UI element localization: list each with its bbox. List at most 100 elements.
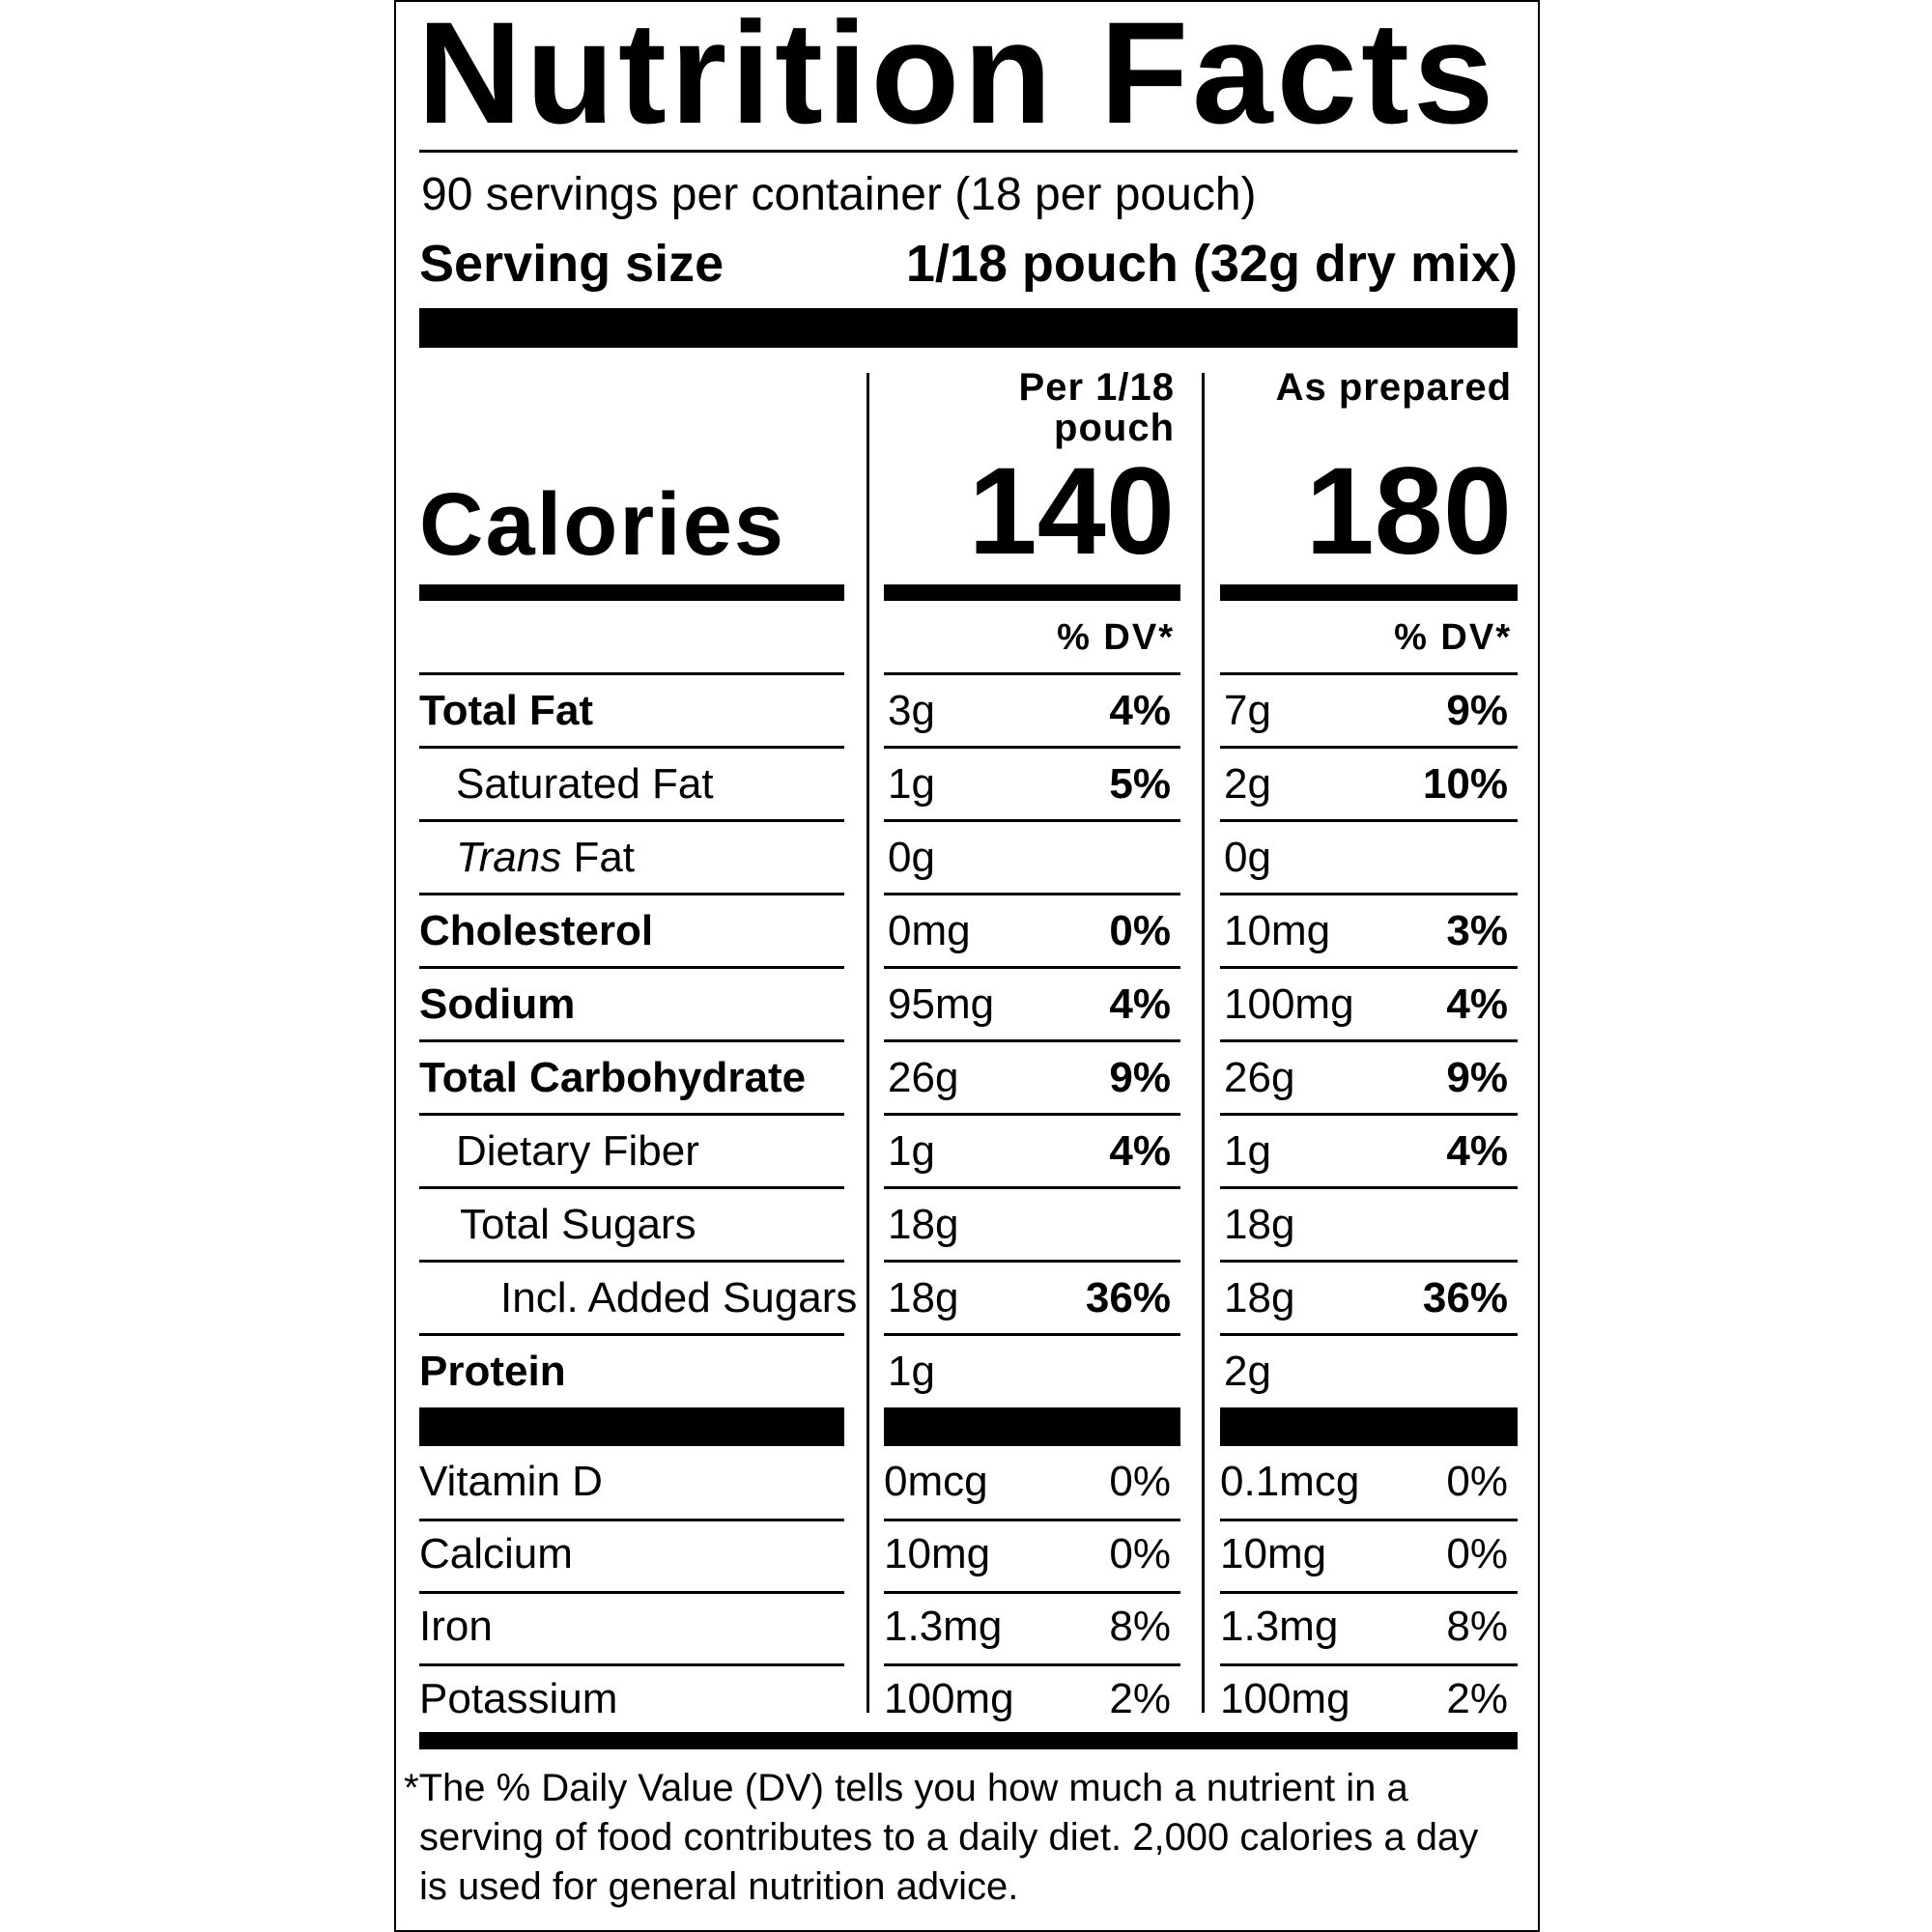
column-header: As prepared bbox=[1275, 366, 1512, 409]
rule bbox=[1220, 1186, 1518, 1189]
calories-value: 180 bbox=[1305, 442, 1512, 581]
rule bbox=[884, 819, 1180, 822]
rule bbox=[419, 1663, 844, 1666]
amount: 100mg bbox=[1224, 980, 1354, 1028]
daily-value: 0% bbox=[1446, 1529, 1508, 1577]
nutrient-name-italic: Trans bbox=[456, 833, 562, 881]
amount: 1.3mg bbox=[884, 1602, 1003, 1650]
daily-value: 4% bbox=[1109, 1126, 1171, 1175]
rule bbox=[884, 893, 1180, 895]
amount: 18g bbox=[1224, 1273, 1295, 1321]
daily-value: 5% bbox=[1109, 759, 1171, 808]
daily-value: 10% bbox=[1422, 759, 1508, 808]
nutrient-name: Sodium bbox=[419, 980, 576, 1028]
rule bbox=[867, 373, 869, 1713]
daily-value: 8% bbox=[1446, 1602, 1508, 1650]
vitamin-name: Vitamin D bbox=[419, 1457, 603, 1505]
amount: 1.3mg bbox=[1220, 1602, 1339, 1650]
daily-value: 8% bbox=[1109, 1602, 1171, 1650]
footnote: *The % Daily Value (DV) tells you how mu… bbox=[404, 1767, 1479, 1908]
rule bbox=[884, 584, 1180, 601]
rule bbox=[1220, 819, 1518, 822]
rule bbox=[1220, 1333, 1518, 1336]
daily-value: 4% bbox=[1446, 1126, 1508, 1175]
amount: 95mg bbox=[888, 980, 995, 1028]
amount: 100mg bbox=[884, 1674, 1014, 1722]
amount: 0g bbox=[1224, 833, 1271, 881]
daily-value: 4% bbox=[1109, 686, 1171, 734]
daily-value: 0% bbox=[1109, 906, 1171, 954]
nutrient-name: Total Fat bbox=[419, 686, 594, 734]
daily-value: 36% bbox=[1085, 1273, 1171, 1321]
rule bbox=[884, 1333, 1180, 1336]
nutrient-name: Dietary Fiber bbox=[456, 1126, 699, 1175]
rule bbox=[1220, 584, 1518, 601]
daily-value: 0% bbox=[1109, 1529, 1171, 1577]
rule bbox=[419, 1186, 844, 1189]
daily-value: 3% bbox=[1446, 906, 1508, 954]
rule bbox=[419, 1591, 844, 1594]
vitamin-name: Iron bbox=[419, 1602, 493, 1650]
amount: 18g bbox=[888, 1273, 959, 1321]
rule bbox=[419, 308, 1518, 348]
servings: 90 servings per container (18 per pouch) bbox=[421, 169, 1257, 220]
nutrient-name: Total Carbohydrate bbox=[419, 1053, 807, 1101]
amount: 7g bbox=[1224, 686, 1271, 734]
nutrient-name: Incl. Added Sugars bbox=[500, 1273, 858, 1321]
amount: 0mg bbox=[888, 906, 971, 954]
rule bbox=[1220, 1519, 1518, 1521]
rule bbox=[884, 1039, 1180, 1042]
daily-value: 4% bbox=[1109, 980, 1171, 1028]
rule bbox=[1220, 1260, 1518, 1263]
rule bbox=[419, 1260, 844, 1263]
rule bbox=[1220, 893, 1518, 895]
serving-size-value: 1/18 pouch (32g dry mix) bbox=[905, 235, 1518, 293]
amount: 26g bbox=[888, 1053, 959, 1101]
amount: 0mcg bbox=[884, 1457, 988, 1505]
title: Nutrition Facts bbox=[417, 0, 1498, 154]
rule bbox=[1220, 746, 1518, 749]
rule bbox=[884, 1519, 1180, 1521]
rule bbox=[1220, 966, 1518, 969]
nutrient-name: Saturated Fat bbox=[456, 759, 714, 808]
amount: 1g bbox=[888, 759, 935, 808]
vitamin-name: Potassium bbox=[419, 1674, 618, 1722]
daily-value: 0% bbox=[1109, 1457, 1171, 1505]
amount: 10mg bbox=[884, 1529, 991, 1577]
nutrient-name: Trans Fat bbox=[456, 830, 635, 885]
rule bbox=[1220, 1407, 1518, 1446]
amount: 2g bbox=[1224, 1347, 1271, 1395]
rule bbox=[1202, 373, 1205, 1713]
rule bbox=[419, 1732, 1518, 1749]
calories-value: 140 bbox=[968, 442, 1175, 581]
amount: 1g bbox=[888, 1126, 935, 1175]
daily-value: 2% bbox=[1446, 1674, 1508, 1722]
rule bbox=[419, 819, 844, 822]
nutrition-label bbox=[394, 0, 1540, 1932]
amount: 2g bbox=[1224, 759, 1271, 808]
amount: 18g bbox=[1224, 1200, 1295, 1248]
daily-value: 9% bbox=[1109, 1053, 1171, 1101]
rule bbox=[419, 966, 844, 969]
daily-value: 2% bbox=[1109, 1674, 1171, 1722]
amount: 100mg bbox=[1220, 1674, 1350, 1722]
amount: 0.1mcg bbox=[1220, 1457, 1360, 1505]
daily-value: 4% bbox=[1446, 980, 1508, 1028]
rule bbox=[1220, 1113, 1518, 1116]
dv-header: % DV* bbox=[1057, 616, 1175, 658]
rule bbox=[419, 746, 844, 749]
rule bbox=[1220, 1591, 1518, 1594]
vitamin-name: Calcium bbox=[419, 1529, 573, 1577]
daily-value: 9% bbox=[1446, 686, 1508, 734]
amount: 3g bbox=[888, 686, 935, 734]
serving-size-label: Serving size bbox=[419, 235, 724, 293]
rule bbox=[419, 672, 844, 675]
rule bbox=[1220, 1039, 1518, 1042]
rule bbox=[419, 1113, 844, 1116]
nutrient-name: Protein bbox=[419, 1347, 566, 1395]
rule bbox=[884, 966, 1180, 969]
rule bbox=[884, 1591, 1180, 1594]
amount: 1g bbox=[1224, 1126, 1271, 1175]
calories-label: Calories bbox=[419, 475, 786, 574]
dv-header: % DV* bbox=[1394, 616, 1512, 658]
